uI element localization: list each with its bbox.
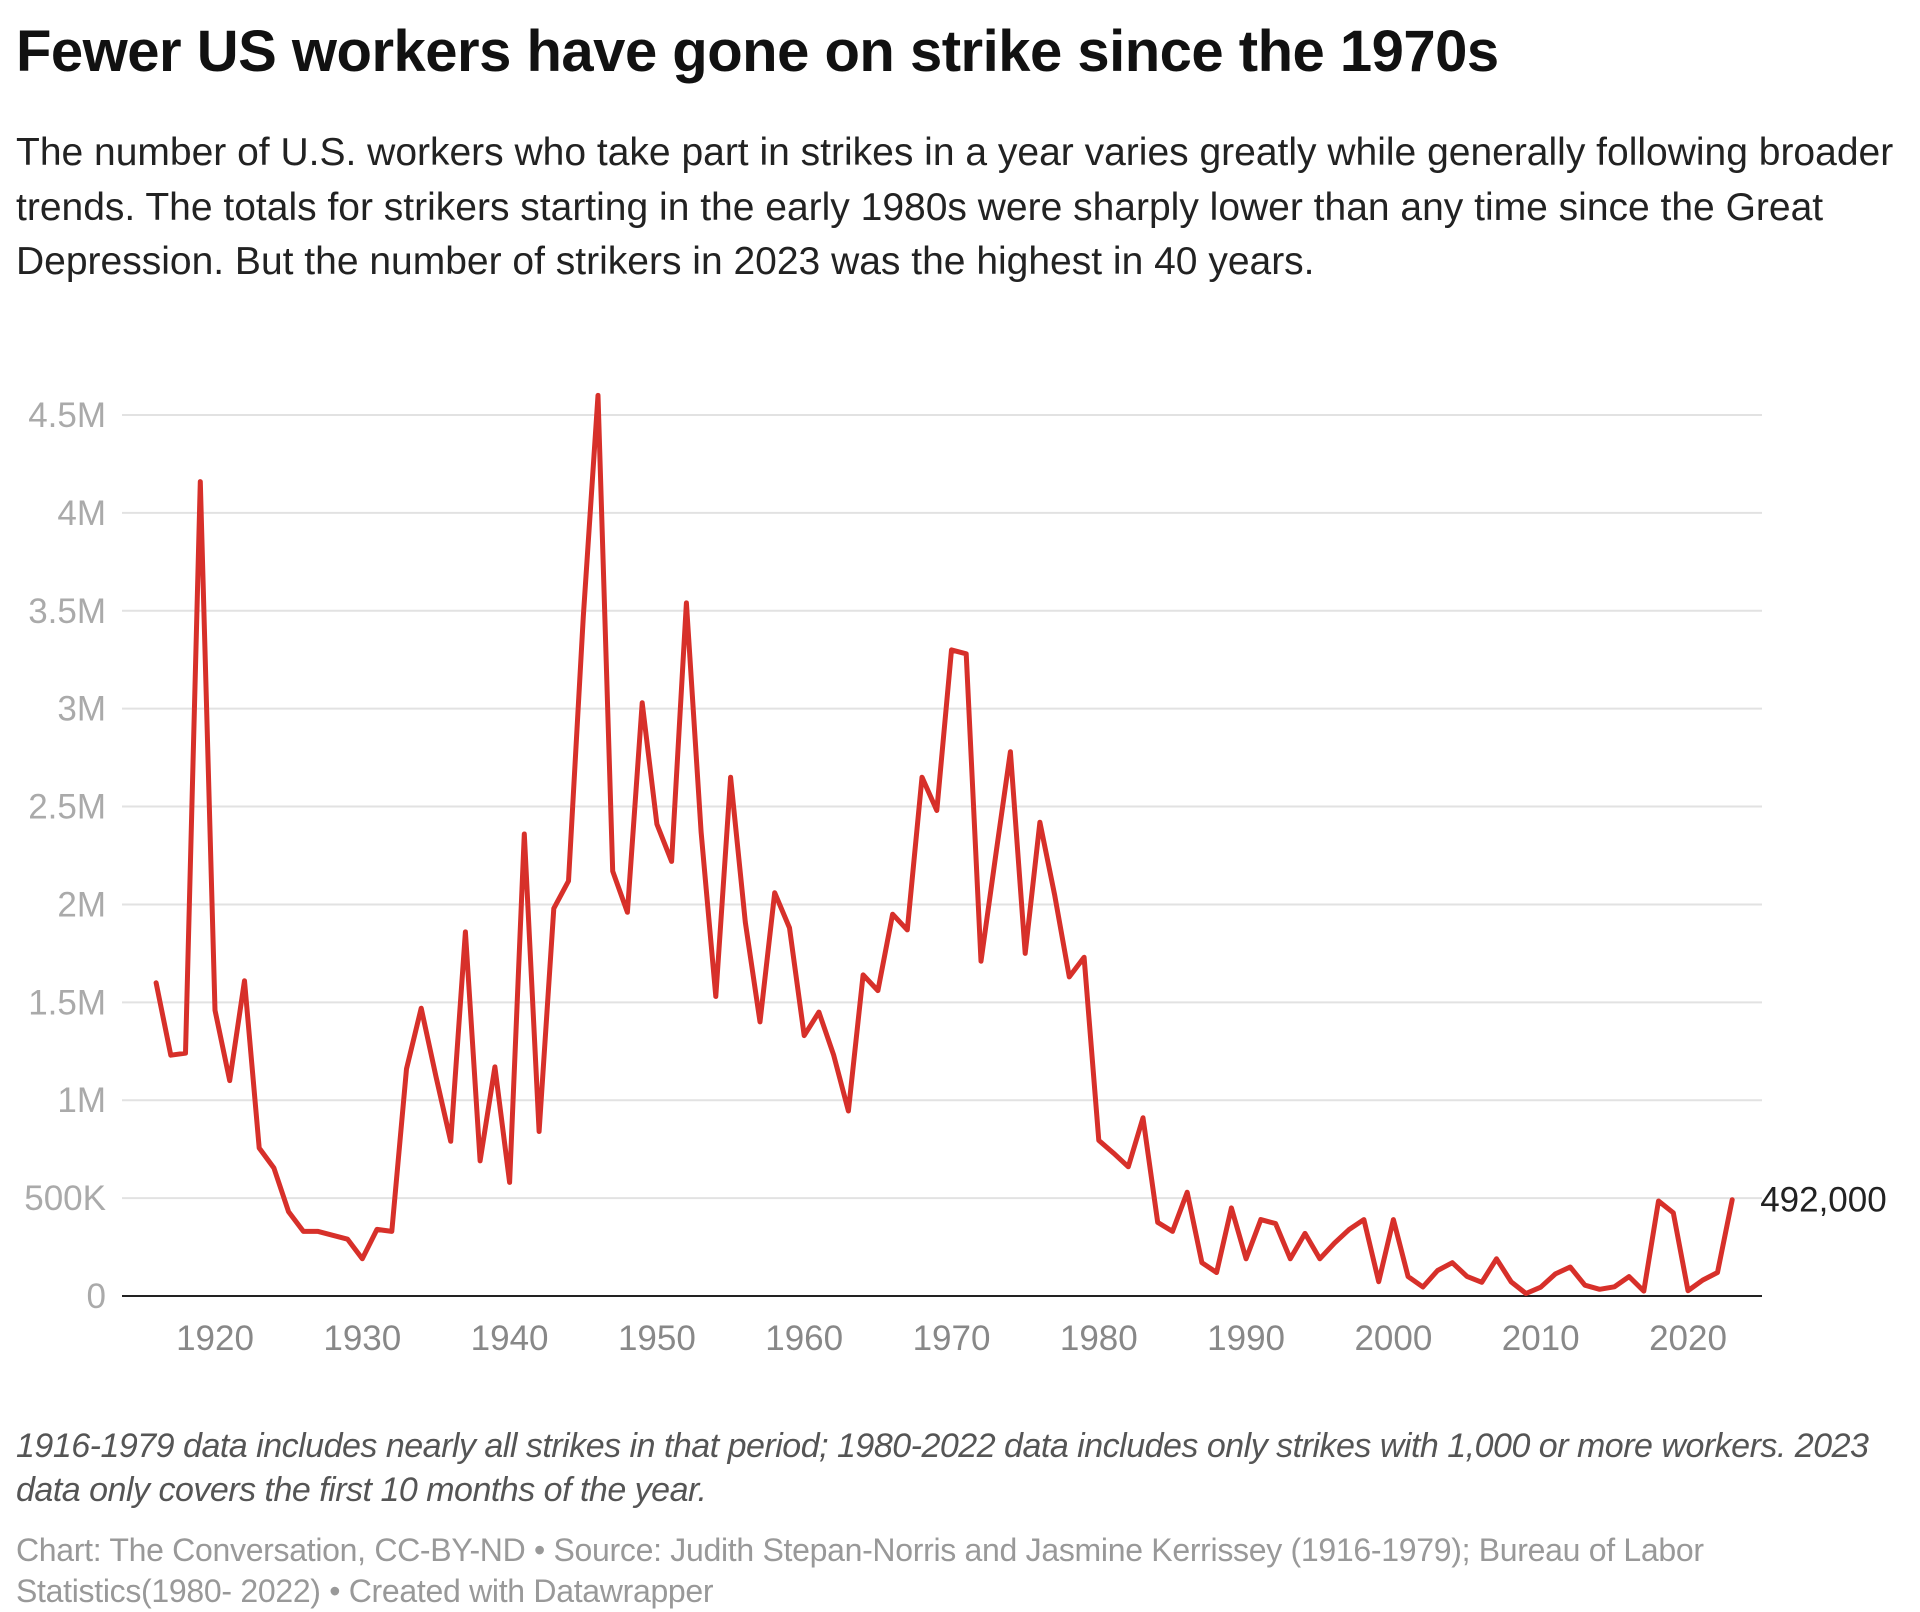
- y-tick-label: 2.5M: [28, 788, 106, 827]
- gridlines: [122, 415, 1762, 1198]
- y-tick-label: 1M: [57, 1081, 106, 1120]
- x-tick-label: 2020: [1649, 1319, 1727, 1358]
- x-tick-label: 2010: [1502, 1319, 1580, 1358]
- x-tick-label: 1980: [1060, 1319, 1138, 1358]
- x-tick-label: 1970: [913, 1319, 991, 1358]
- y-tick-label: 4M: [57, 494, 106, 533]
- x-tick-label: 1960: [765, 1319, 843, 1358]
- y-tick-label: 3.5M: [28, 592, 106, 631]
- x-tick-label: 1940: [471, 1319, 549, 1358]
- chart-credits: Chart: The Conversation, CC-BY-ND • Sour…: [16, 1530, 1906, 1612]
- y-tick-label: 3M: [57, 690, 106, 729]
- x-axis-ticks: 1920 1930 1940 1950 1960 1970 1980 1990 2000 2010…: [176, 1319, 1727, 1358]
- end-value-label: 492,000: [1760, 1181, 1887, 1220]
- series-line-strikers: [156, 395, 1732, 1293]
- x-tick-label: 1930: [323, 1319, 401, 1358]
- x-tick-label: 1950: [618, 1319, 696, 1358]
- x-tick-label: 2000: [1354, 1319, 1432, 1358]
- y-tick-label: 0: [87, 1277, 106, 1316]
- y-tick-label: 1.5M: [28, 983, 106, 1022]
- data-points: [156, 395, 1732, 1293]
- credits-line-2: Statistics(1980- 2022) • Created with Da…: [16, 1571, 1906, 1612]
- credits-line-1: Chart: The Conversation, CC-BY-ND • Sour…: [16, 1530, 1906, 1571]
- y-tick-label: 500K: [24, 1179, 106, 1218]
- chart-notes: 1916-1979 data includes nearly all strik…: [16, 1424, 1906, 1512]
- y-axis-ticks: 0 500K 1M 1.5M 2M 2.5M 3M 3.5M 4M 4.5M: [24, 396, 106, 1316]
- y-tick-label: 2M: [57, 885, 106, 924]
- x-tick-label: 1990: [1207, 1319, 1285, 1358]
- x-tick-label: 1920: [176, 1319, 254, 1358]
- y-tick-label: 4.5M: [28, 396, 106, 435]
